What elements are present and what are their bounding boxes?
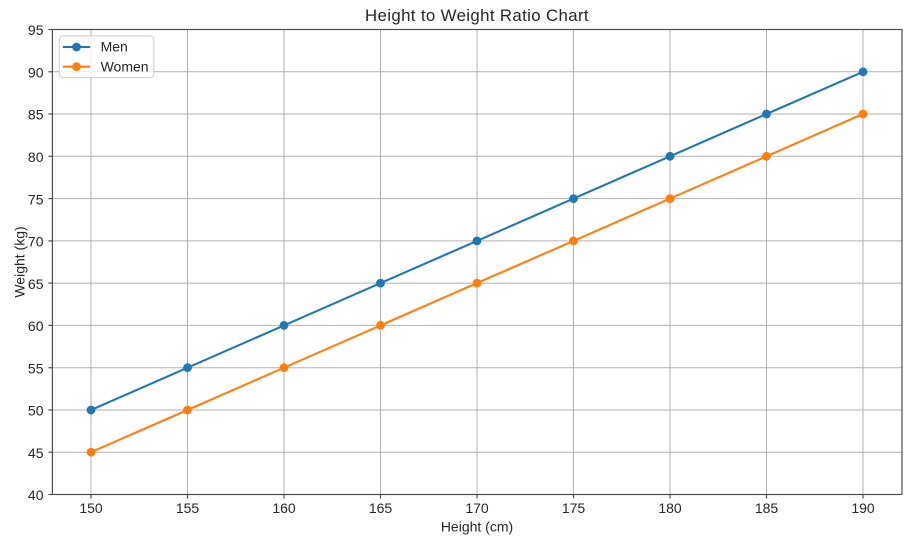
svg-text:Height to Weight Ratio Chart: Height to Weight Ratio Chart <box>365 6 589 25</box>
svg-text:75: 75 <box>28 191 44 207</box>
svg-text:170: 170 <box>465 500 489 516</box>
svg-text:65: 65 <box>28 276 44 292</box>
svg-text:Women: Women <box>101 58 149 74</box>
svg-text:80: 80 <box>28 149 44 165</box>
svg-text:70: 70 <box>28 234 44 250</box>
svg-text:150: 150 <box>79 500 103 516</box>
svg-text:90: 90 <box>28 65 44 81</box>
svg-text:85: 85 <box>28 107 44 123</box>
svg-text:185: 185 <box>755 500 779 516</box>
svg-text:160: 160 <box>272 500 296 516</box>
svg-text:155: 155 <box>176 500 200 516</box>
svg-text:165: 165 <box>369 500 393 516</box>
svg-text:180: 180 <box>658 500 682 516</box>
svg-text:55: 55 <box>28 360 44 376</box>
svg-text:45: 45 <box>28 445 44 461</box>
svg-text:60: 60 <box>28 318 44 334</box>
svg-text:50: 50 <box>28 403 44 419</box>
svg-text:Height (cm): Height (cm) <box>441 519 513 535</box>
svg-text:Weight (kg): Weight (kg) <box>12 226 28 297</box>
svg-text:Men: Men <box>101 39 128 55</box>
svg-text:40: 40 <box>28 487 44 503</box>
svg-text:190: 190 <box>851 500 875 516</box>
svg-text:95: 95 <box>28 22 44 38</box>
svg-text:175: 175 <box>562 500 586 516</box>
